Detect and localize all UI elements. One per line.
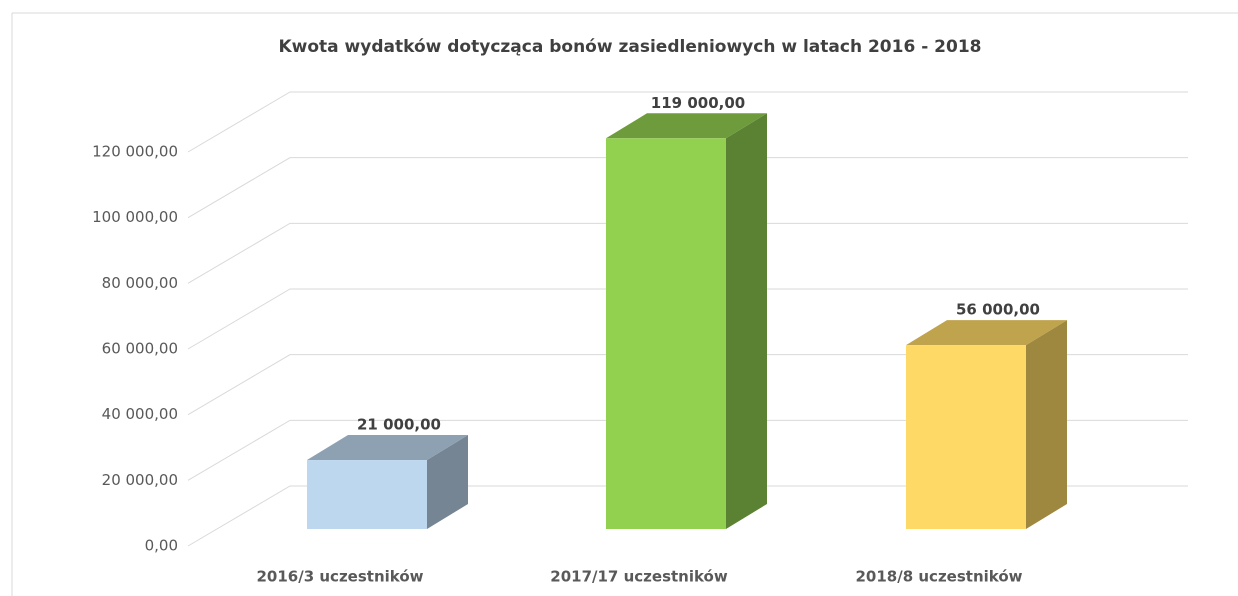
bar-side bbox=[1026, 320, 1067, 529]
y-tick-label: 20 000,00 bbox=[102, 471, 178, 489]
x-tick-label: 2016/3 uczestników bbox=[256, 568, 423, 586]
x-tick-label: 2018/8 uczestników bbox=[855, 568, 1022, 586]
bar-top bbox=[307, 435, 468, 461]
data-label: 21 000,00 bbox=[357, 416, 441, 434]
y-tick-label: 40 000,00 bbox=[102, 405, 178, 423]
data-label: 56 000,00 bbox=[956, 301, 1040, 319]
grid-line bbox=[187, 91, 1188, 153]
grid-line bbox=[187, 222, 1188, 284]
grid-line bbox=[187, 354, 1188, 416]
data-label: 119 000,00 bbox=[651, 94, 745, 112]
y-tick-label: 80 000,00 bbox=[102, 274, 178, 292]
grid-line bbox=[187, 419, 1188, 481]
bar-top bbox=[606, 113, 767, 139]
bar bbox=[606, 138, 726, 530]
chart-title: Kwota wydatków dotycząca bonów zasiedlen… bbox=[278, 37, 981, 57]
y-tick-label: 100 000,00 bbox=[92, 208, 178, 226]
bar bbox=[307, 460, 427, 529]
x-tick-label: 2017/17 uczestników bbox=[550, 568, 728, 586]
y-tick-label: 60 000,00 bbox=[102, 340, 178, 358]
y-tick-label: 0,00 bbox=[145, 537, 178, 555]
bar-side bbox=[726, 113, 767, 530]
grid-line bbox=[187, 288, 1188, 350]
grid-line bbox=[187, 485, 1188, 547]
y-tick-label: 120 000,00 bbox=[92, 143, 178, 161]
bar-side bbox=[427, 435, 468, 529]
grid-line bbox=[187, 157, 1188, 219]
bar-top bbox=[906, 320, 1067, 346]
bar bbox=[906, 345, 1026, 529]
